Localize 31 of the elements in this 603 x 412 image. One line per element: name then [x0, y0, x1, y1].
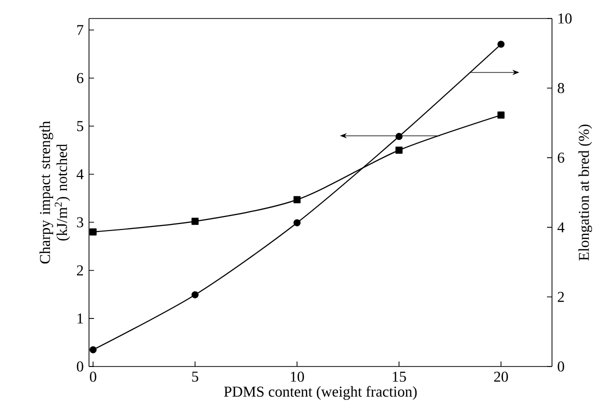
y2-axis-title: Elongation at bred (%): [578, 124, 592, 261]
x-tick-label: 10: [290, 372, 304, 382]
x-tick-label: 20: [494, 372, 508, 382]
y-tick-label: 6: [76, 73, 84, 84]
y-tick-label: 7: [77, 25, 84, 35]
y2-tick-label: 6: [558, 152, 564, 163]
y-tick-label: 4: [76, 169, 84, 180]
point: [395, 132, 403, 140]
x-tick-label: 15: [392, 372, 406, 382]
y-tick-label: 5: [77, 121, 84, 132]
x-tick-label: 0: [90, 372, 96, 382]
point: [497, 112, 505, 119]
point: [192, 218, 199, 225]
x-tick-label: 5: [192, 372, 198, 382]
point: [192, 291, 199, 298]
y2-tick-label: 0: [558, 361, 564, 372]
y-tick-label: 3: [77, 217, 84, 228]
y2-tick-label: 10: [558, 13, 572, 24]
point: [395, 146, 403, 154]
point: [497, 40, 505, 48]
y2-tick-label: 8: [558, 83, 564, 94]
x-axis-title: PDMS content (weight fraction): [224, 386, 417, 400]
y2-tick-label: 2: [558, 292, 564, 302]
point: [90, 228, 97, 236]
point: [293, 219, 301, 226]
y-tick-label: 2: [76, 265, 83, 276]
y2-tick-label: 4: [557, 222, 564, 232]
y-tick-label: 0: [76, 361, 84, 372]
point: [293, 196, 301, 204]
y-tick-label: 1: [78, 313, 83, 324]
point: [90, 346, 97, 354]
